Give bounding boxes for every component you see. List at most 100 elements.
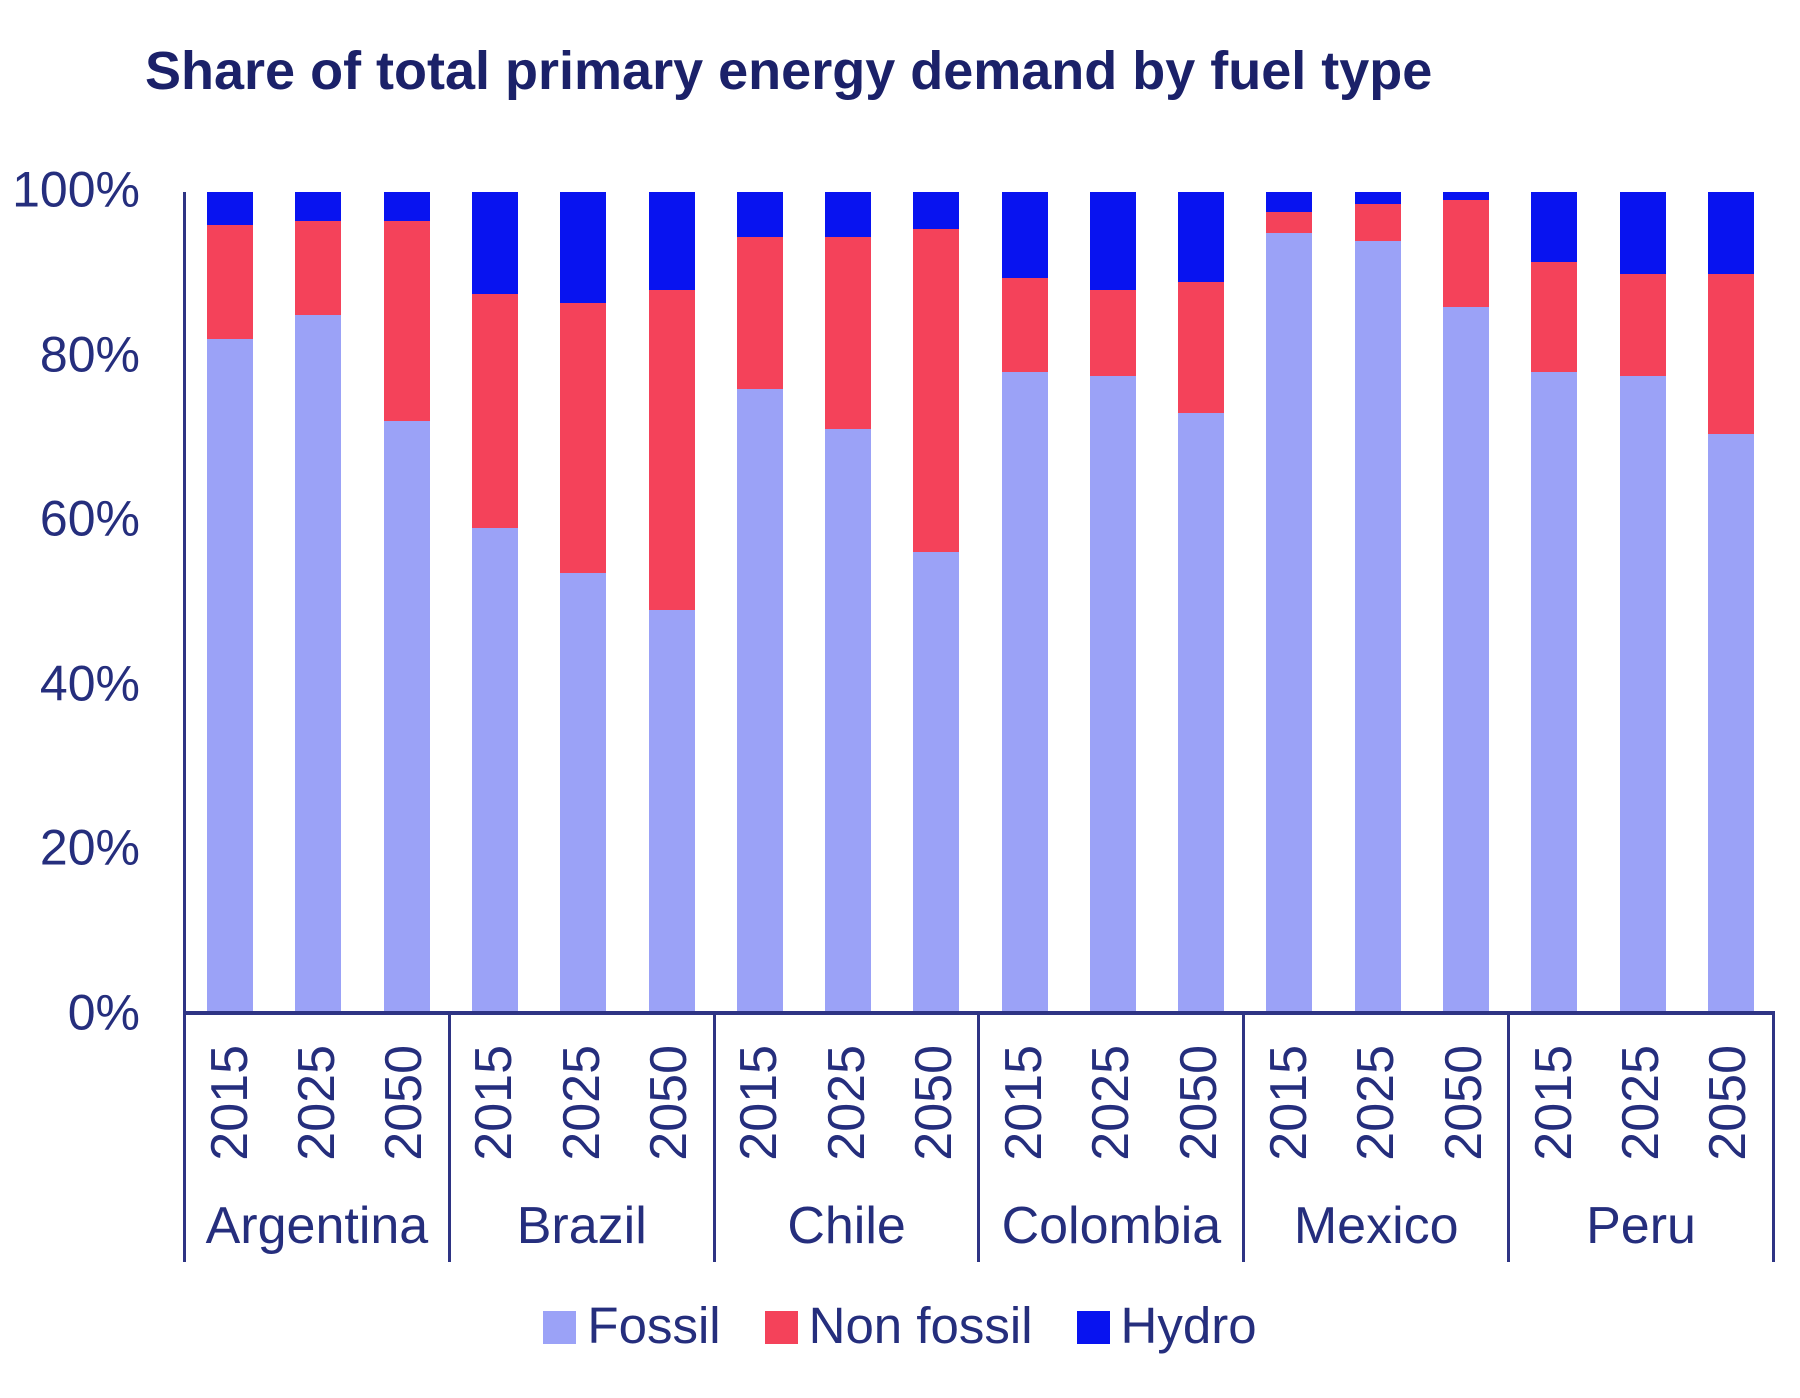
year-tick-label: 2025 (287, 1045, 346, 1161)
year-cell: 2015 (451, 1045, 538, 1196)
bar-segment-hydro (1178, 192, 1225, 283)
bar-segment-non-fossil (913, 228, 960, 553)
y-tick-label: 100% (12, 161, 140, 218)
bar-slot (1245, 192, 1333, 1011)
bar-segment-non-fossil (1001, 277, 1048, 373)
bar-segment-non-fossil (1266, 212, 1313, 233)
country-label-chile: Chile (787, 1197, 906, 1255)
legend-item-fossil: Fossil (543, 1296, 721, 1355)
year-tick-label: 2015 (995, 1045, 1054, 1161)
legend-label: Hydro (1120, 1297, 1257, 1354)
year-tick-label: 2050 (1699, 1045, 1758, 1161)
year-label-row: 2015 2025 2050 (980, 1015, 1242, 1196)
bar-group-brazil (451, 192, 716, 1011)
year-tick-label: 2025 (552, 1045, 611, 1161)
bar-segment-fossil (1001, 372, 1048, 1011)
year-cell: 2015 (186, 1045, 273, 1196)
stacked-bar-peru-2015 (1531, 192, 1578, 1011)
bar-group-chile (716, 192, 981, 1011)
bar-slot (892, 192, 980, 1011)
bar-segment-fossil (1443, 306, 1490, 1011)
year-tick-label: 2050 (1434, 1045, 1493, 1161)
stacked-bar-chile-2025 (825, 192, 872, 1011)
bar-segment-hydro (648, 192, 695, 291)
year-tick-label: 2025 (1347, 1045, 1406, 1161)
chart-title: Share of total primary energy demand by … (145, 41, 1433, 101)
country-label-colombia: Colombia (1001, 1197, 1222, 1255)
stacked-bar-brazil-2015 (471, 192, 518, 1011)
axis-group-chile: 2015 2025 2050 Chile (712, 1015, 978, 1262)
year-cell: 2015 (1245, 1045, 1332, 1196)
bar-segment-fossil (1619, 376, 1666, 1011)
bar-slot (186, 192, 274, 1011)
year-label-row: 2015 2025 2050 (716, 1015, 978, 1196)
bar-segment-non-fossil (295, 220, 342, 315)
bar-segment-fossil (648, 609, 695, 1011)
bar-slot (1687, 192, 1775, 1011)
bar-slot (363, 192, 451, 1011)
legend-item-hydro: Hydro (1076, 1296, 1257, 1355)
stacked-bar-brazil-2025 (560, 192, 607, 1011)
year-cell: 2025 (538, 1045, 625, 1196)
bar-segment-non-fossil (648, 290, 695, 610)
year-cell: 2050 (1420, 1045, 1507, 1196)
stacked-bar-chile-2050 (913, 192, 960, 1011)
bar-segment-non-fossil (1089, 290, 1136, 377)
bar-segment-hydro (736, 192, 783, 238)
stacked-bar-mexico-2015 (1266, 192, 1313, 1011)
bar-segment-non-fossil (1354, 204, 1401, 242)
bar-segment-non-fossil (1531, 261, 1578, 373)
legend-label: Fossil (587, 1297, 721, 1354)
year-cell: 2025 (1597, 1045, 1684, 1196)
bar-slot (627, 192, 715, 1011)
year-cell: 2050 (1155, 1045, 1242, 1196)
bar-segment-fossil (1178, 413, 1225, 1011)
legend-label: Non fossil (808, 1297, 1033, 1354)
bar-segment-non-fossil (383, 220, 430, 422)
stacked-bar-brazil-2050 (648, 192, 695, 1011)
bar-segment-hydro (1089, 192, 1136, 291)
bar-segment-non-fossil (1707, 273, 1754, 434)
stacked-bar-mexico-2025 (1354, 192, 1401, 1011)
stacked-bar-mexico-2050 (1443, 192, 1490, 1011)
bar-segment-hydro (1354, 192, 1401, 205)
legend-swatch-fossil (543, 1311, 577, 1344)
year-tick-label: 2015 (730, 1045, 789, 1161)
stacked-bar-argentina-2025 (295, 192, 342, 1011)
year-cell: 2050 (890, 1045, 977, 1196)
bar-segment-non-fossil (560, 302, 607, 573)
bar-slot (1334, 192, 1422, 1011)
bar-group-argentina (186, 192, 451, 1011)
year-tick-label: 2050 (375, 1045, 434, 1161)
bar-group-colombia (980, 192, 1245, 1011)
stacked-bar-argentina-2015 (207, 192, 254, 1011)
year-tick-label: 2025 (817, 1045, 876, 1161)
bar-slot (539, 192, 627, 1011)
axis-group-argentina: 2015 2025 2050 Argentina (183, 1015, 448, 1262)
country-label-argentina: Argentina (205, 1197, 429, 1255)
bar-slot (1510, 192, 1598, 1011)
y-tick-label: 20% (39, 820, 140, 877)
country-label-peru: Peru (1586, 1197, 1696, 1255)
year-cell: 2050 (1685, 1045, 1772, 1196)
bar-segment-hydro (471, 192, 518, 295)
y-tick-label: 80% (39, 326, 140, 383)
legend: Fossil Non fossil Hydro (0, 1296, 1800, 1355)
year-cell: 2025 (273, 1045, 360, 1196)
year-cell: 2025 (803, 1045, 890, 1196)
bar-segment-fossil (913, 552, 960, 1011)
bar-slot (1157, 192, 1245, 1011)
country-label-mexico: Mexico (1293, 1197, 1459, 1255)
year-label-row: 2015 2025 2050 (186, 1015, 448, 1196)
legend-swatch-non-fossil (764, 1311, 798, 1344)
bar-segment-hydro (1266, 192, 1313, 213)
stacked-bar-chile-2015 (736, 192, 783, 1011)
bar-segment-hydro (383, 192, 430, 221)
country-label-brazil: Brazil (516, 1197, 647, 1255)
year-cell: 2050 (625, 1045, 712, 1196)
bar-slot (1598, 192, 1686, 1011)
y-axis: 0% 20% 40% 60% 80% 100% (0, 162, 140, 1041)
year-tick-label: 2015 (465, 1045, 524, 1161)
bar-slot (451, 192, 539, 1011)
stacked-bar-colombia-2015 (1001, 192, 1048, 1011)
